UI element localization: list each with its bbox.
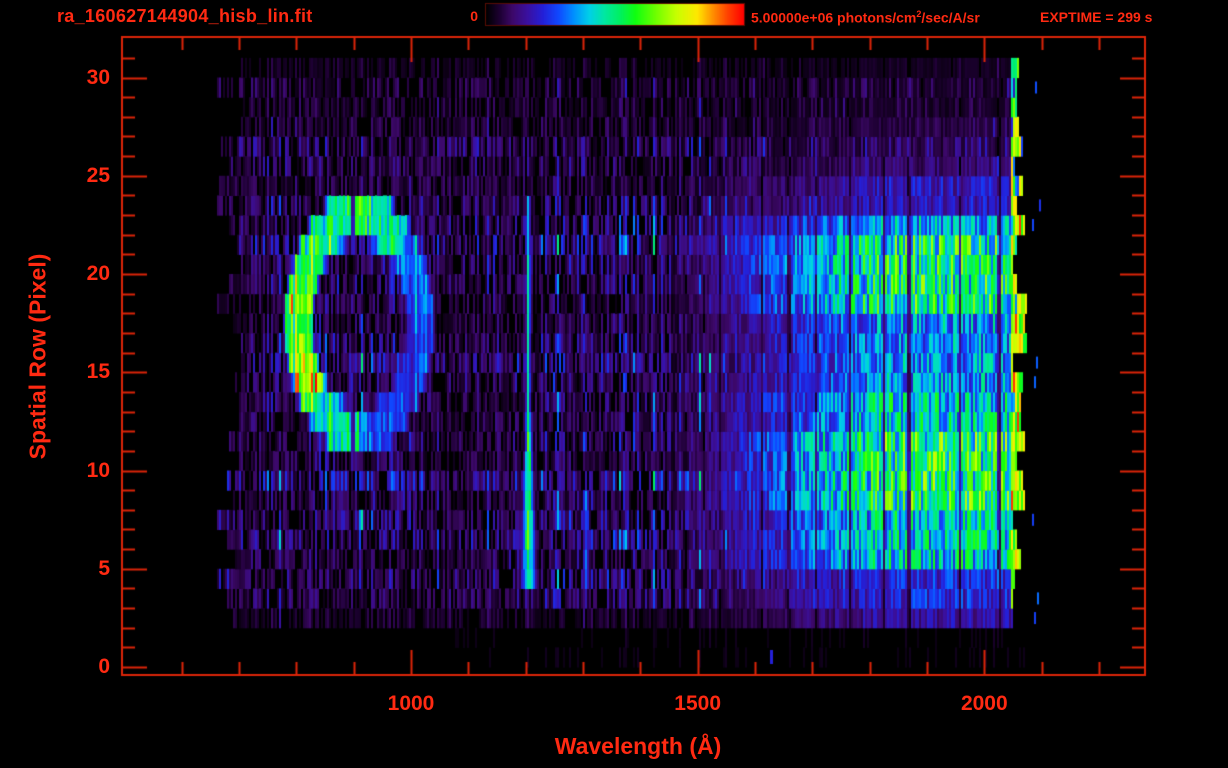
colorbar-max-value: 5.00000e+06 <box>751 9 834 26</box>
colorbar-min-label: 0 <box>470 8 478 24</box>
y-tick-label: 5 <box>98 556 110 580</box>
y-tick-label: 0 <box>98 655 110 678</box>
x-axis-title: Wavelength (Å) <box>554 733 722 759</box>
y-tick-label: 10 <box>86 458 110 482</box>
x-tick-label: 1500 <box>674 692 721 715</box>
colorbar-units-prefix: photons/cm <box>833 9 917 26</box>
x-tick-label: 1000 <box>387 692 435 715</box>
colorbar-units-suffix: /sec/A/sr <box>921 9 980 26</box>
y-axis-title: Spatial Row (Pixel) <box>24 253 51 460</box>
colorbar-max-units-label: 5.00000e+06 photons/cm2/sec/A/sr <box>751 9 980 26</box>
y-tick-label: 15 <box>86 360 110 384</box>
file-title: ra_160627144904_hisb_lin.fit <box>57 6 313 26</box>
y-tick-label: 30 <box>86 65 110 89</box>
exptime-label: EXPTIME = 299 s <box>1040 9 1153 25</box>
y-tick-label: 25 <box>86 163 110 187</box>
x-tick-label: 2000 <box>960 692 1008 715</box>
colorbar-units-superscript: 2 <box>916 9 922 19</box>
y-tick-label: 20 <box>86 262 110 285</box>
